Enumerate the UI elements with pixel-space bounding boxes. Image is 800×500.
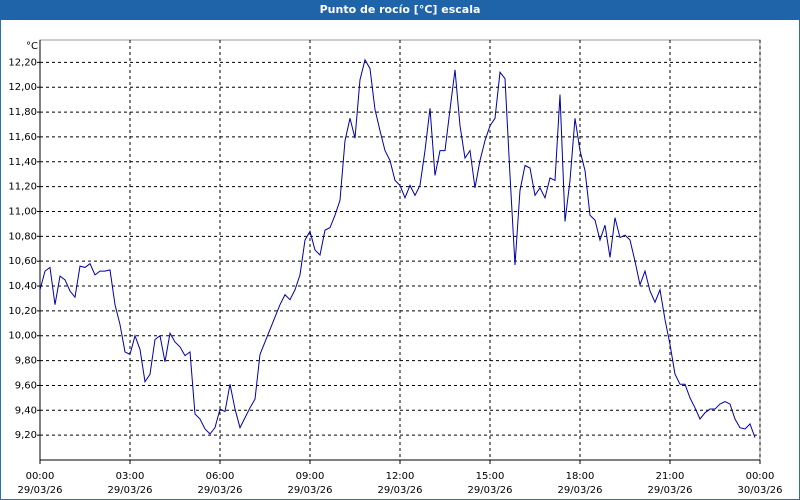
x-tick-label: 21:00 xyxy=(656,471,685,482)
x-tick-label: 00:00 xyxy=(746,471,775,482)
y-tick-label: 11,60 xyxy=(8,132,37,143)
y-tick-label: 11,40 xyxy=(8,157,37,168)
x-tick-date: 30/03/26 xyxy=(738,485,783,496)
chart-title: Punto de rocío [°C] escala xyxy=(320,3,481,16)
y-tick-label: 10,60 xyxy=(8,256,37,267)
x-tick-date: 29/03/26 xyxy=(468,485,513,496)
x-tick-date: 29/03/26 xyxy=(288,485,333,496)
y-unit-label: °C xyxy=(26,41,38,52)
y-tick-label: 9,40 xyxy=(15,405,37,416)
y-tick-label: 12,20 xyxy=(8,57,37,68)
x-tick-date: 29/03/26 xyxy=(648,485,693,496)
x-tick-label: 12:00 xyxy=(386,471,415,482)
y-tick-label: 10,80 xyxy=(8,231,37,242)
x-tick-label: 03:00 xyxy=(116,471,145,482)
x-tick-date: 29/03/26 xyxy=(198,485,243,496)
y-tick-label: 10,40 xyxy=(8,281,37,292)
data-line xyxy=(39,58,756,438)
y-tick-label: 9,60 xyxy=(15,380,37,391)
y-tick-label: 12,00 xyxy=(8,82,37,93)
x-tick-label: 18:00 xyxy=(566,471,595,482)
title-bar xyxy=(0,0,800,20)
x-tick-date: 29/03/26 xyxy=(558,485,603,496)
x-tick-date: 29/03/26 xyxy=(378,485,423,496)
y-tick-label: 10,20 xyxy=(8,306,37,317)
x-tick-date: 29/03/26 xyxy=(108,485,153,496)
x-tick-date: 29/03/26 xyxy=(18,485,63,496)
y-tick-label: 9,20 xyxy=(15,430,37,441)
y-tick-label: 11,80 xyxy=(8,107,37,118)
x-tick-label: 00:00 xyxy=(26,471,55,482)
y-tick-label: 9,80 xyxy=(15,356,37,367)
x-tick-label: 09:00 xyxy=(296,471,325,482)
y-tick-label: 11,20 xyxy=(8,182,37,193)
x-tick-label: 06:00 xyxy=(206,471,235,482)
y-tick-label: 11,00 xyxy=(8,206,37,217)
x-tick-label: 15:00 xyxy=(476,471,505,482)
y-tick-label: 10,00 xyxy=(8,331,37,342)
